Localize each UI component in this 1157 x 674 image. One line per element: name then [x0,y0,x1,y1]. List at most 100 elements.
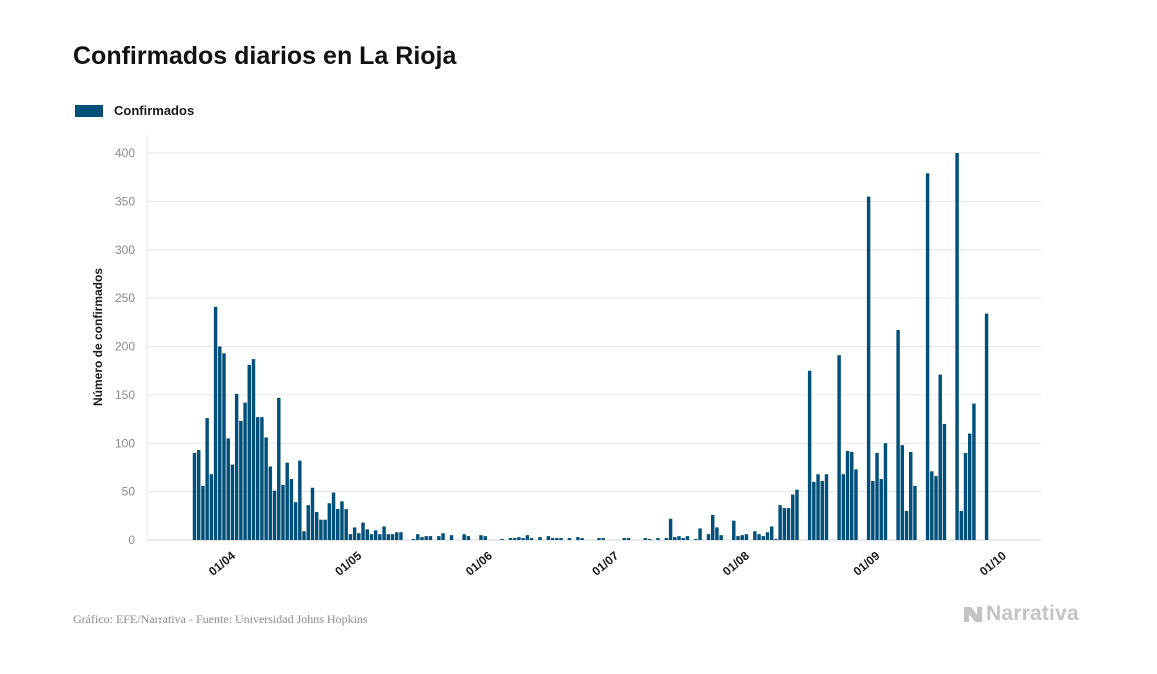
bar [327,503,332,540]
bar [710,514,715,540]
bar [277,397,281,540]
bar [955,153,959,540]
bar [934,476,938,540]
bar [871,480,875,540]
bar [466,536,471,540]
bar [972,403,976,540]
bar [314,511,319,540]
y-tick-label: 300 [115,243,135,257]
bar [597,538,601,540]
bar-chart: 0 50 100 150 200 250 300 350 400 01/04 01/05 01/06… [91,135,1041,579]
bar [323,519,327,540]
bar [538,537,542,540]
bar [715,527,719,540]
bar [373,530,378,540]
x-axis: 01/04 01/05 01/06 01/07 01/08 01/09 01/10 [206,548,1009,578]
bar [656,538,660,540]
brand-logo: Narrativa [962,602,1079,626]
bar [925,173,930,540]
bar [694,539,698,540]
bar [521,538,525,540]
y-axis-label: Número de confirmados [91,268,105,406]
bar [816,474,820,540]
bar [243,402,247,540]
bar [732,520,736,540]
x-tick-label: 01/08 [720,548,752,578]
bar [302,531,306,540]
bar [289,479,294,540]
bar [559,538,563,540]
bar [369,534,374,540]
bar [938,374,942,540]
chart-title: Confirmados diarios en La Rioja [73,42,457,70]
bar [824,474,829,540]
bar [753,531,757,540]
bar [786,508,791,540]
bar [399,532,403,540]
bar [352,527,357,540]
bar [698,528,702,540]
bar [778,505,782,540]
bar [601,538,605,540]
bar [272,490,277,540]
bar [298,460,302,540]
bar [942,423,947,540]
bar [866,196,871,541]
y-axis: 0 50 100 150 200 250 300 350 400 [115,146,135,547]
legend-swatch [75,104,103,117]
bar [449,535,454,540]
bar [285,462,289,540]
bar [222,353,226,540]
bar [512,538,517,540]
bar [500,539,504,540]
bar [205,418,209,540]
bar [757,534,761,540]
bar [791,494,795,540]
bar [310,487,315,540]
y-tick-label: 200 [115,340,135,354]
bar [765,532,770,540]
bar [416,534,420,540]
bar [251,359,256,540]
bar [854,469,858,540]
y-tick-label: 400 [115,146,135,160]
y-tick-label: 50 [122,485,136,499]
bar [437,536,441,540]
bar [845,450,850,540]
bar [841,474,846,540]
bar [643,538,648,540]
bar [896,330,900,540]
bar [340,501,344,540]
bar [336,509,340,540]
x-tick-label: 01/10 [977,548,1009,578]
y-tick-label: 100 [115,436,135,450]
bar [260,417,264,540]
bar [963,452,968,540]
x-tick-label: 01/05 [332,548,364,578]
bar [382,526,386,540]
bar [685,536,690,540]
bar [550,538,555,540]
bar [626,538,631,540]
bar [879,479,883,540]
bar [812,481,816,540]
x-tick-label: 01/04 [206,548,238,578]
bar [525,535,530,540]
bar [850,451,854,540]
bar [319,519,323,540]
bar [567,538,572,540]
bar [344,509,348,540]
bar [306,505,310,540]
bar [348,534,353,540]
brand-name: Narrativa [986,602,1079,625]
bar [774,539,778,540]
bar [462,534,466,540]
bar [529,538,534,540]
bar [909,451,913,540]
bar [782,508,787,540]
bar [196,450,201,540]
y-tick-label: 250 [115,291,135,305]
y-tick-label: 0 [128,533,135,547]
bar [479,535,483,540]
bar [268,466,273,540]
